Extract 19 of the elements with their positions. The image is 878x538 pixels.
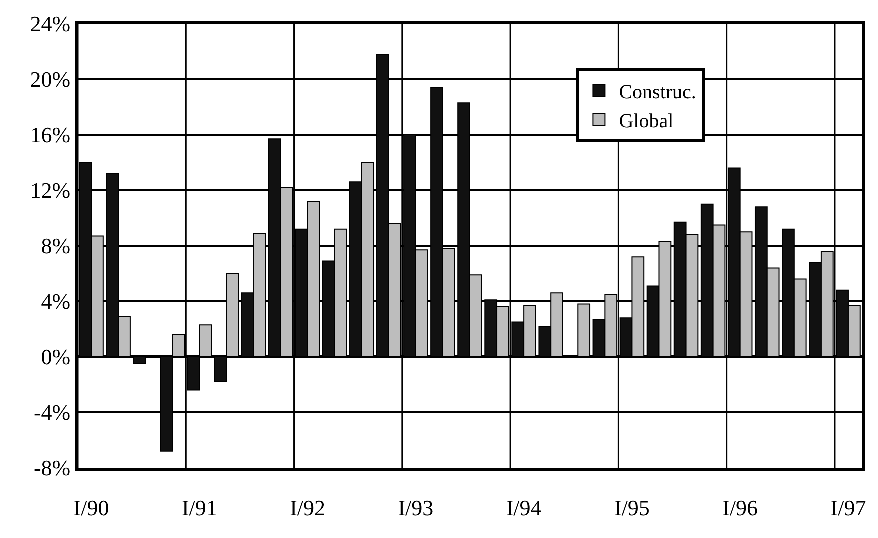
x-tick-label: I/90	[74, 495, 110, 520]
x-tick-label: I/92	[290, 495, 326, 520]
y-tick-label: -8%	[34, 456, 71, 481]
x-tick-label: I/96	[722, 495, 758, 520]
y-tick-label: 12%	[30, 178, 71, 204]
legend-label: Global	[619, 110, 674, 133]
x-tick-label: I/95	[614, 495, 650, 520]
y-tick-label: 0%	[41, 344, 71, 370]
y-tick-label: 24%	[30, 12, 71, 37]
x-tick-label: I/94	[506, 495, 542, 520]
x-tick-label: I/93	[398, 495, 434, 520]
y-tick-label: 16%	[30, 122, 71, 148]
y-tick-label: 20%	[30, 67, 71, 92]
y-tick-label: 4%	[41, 289, 71, 314]
y-tick-label: -4%	[34, 400, 71, 426]
x-tick-label: I/97	[830, 495, 866, 520]
x-tick-label: I/91	[182, 495, 218, 520]
y-tick-label: 8%	[41, 234, 71, 259]
legend-label: Construc.	[619, 82, 696, 104]
